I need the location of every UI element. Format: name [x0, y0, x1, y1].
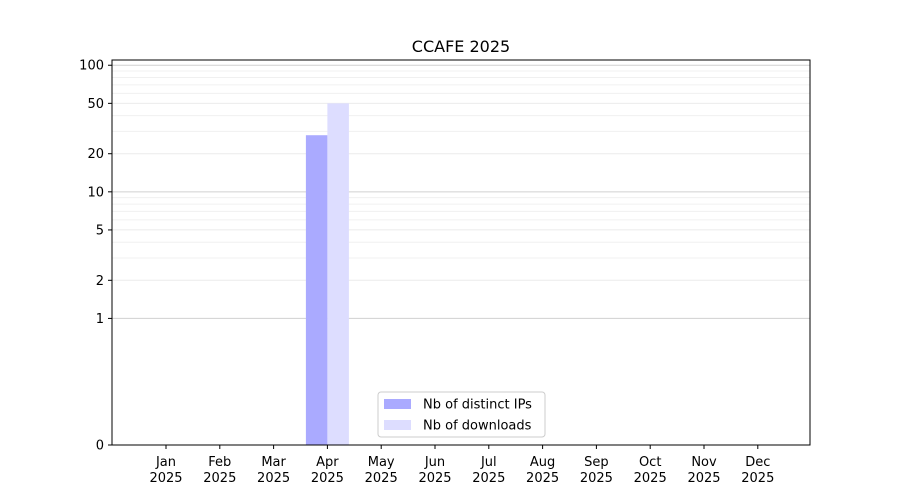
- x-tick-label-year: 2025: [203, 471, 236, 486]
- legend-box: [377, 391, 546, 438]
- x-tick-label-month: Jul: [480, 455, 497, 470]
- legend-swatch: [384, 399, 411, 409]
- x-tick-label-month: Sep: [584, 455, 609, 470]
- x-tick-label-month: Nov: [691, 455, 717, 470]
- legend-label: Nb of downloads: [423, 419, 532, 434]
- x-tick-label-month: Aug: [530, 455, 555, 470]
- x-tick-label-month: Feb: [208, 455, 231, 470]
- x-tick-label-month: Mar: [261, 455, 286, 470]
- x-tick-label-year: 2025: [526, 471, 559, 486]
- chart-title: CCAFE 2025: [412, 37, 510, 56]
- y-tick-label: 0: [96, 439, 104, 454]
- chart-grid: [112, 64, 810, 319]
- y-tick-label: 1: [96, 312, 104, 327]
- plot-area-frame: [111, 59, 811, 446]
- x-tick-label-year: 2025: [257, 471, 290, 486]
- x-tick-label-month: Oct: [639, 455, 661, 470]
- x-tick-label-year: 2025: [149, 471, 182, 486]
- chart-bars: [305, 103, 349, 445]
- x-tick-label-year: 2025: [741, 471, 774, 486]
- x-tick-label-month: May: [368, 455, 395, 470]
- x-tick-label-year: 2025: [580, 471, 613, 486]
- y-tick-label: 100: [79, 59, 104, 74]
- x-tick-label-month: Jan: [155, 455, 176, 470]
- x-tick-label-month: Dec: [745, 455, 770, 470]
- y-tick-label: 50: [87, 97, 104, 112]
- y-tick-label: 20: [87, 147, 104, 162]
- legend-swatch: [384, 420, 411, 430]
- y-tick-label: 2: [96, 274, 104, 289]
- y-tick-label: 5: [96, 223, 104, 238]
- x-axis: Jan2025Feb2025Mar2025Apr2025May2025Jun20…: [149, 445, 774, 486]
- x-tick-label-year: 2025: [687, 471, 720, 486]
- legend-label: Nb of distinct IPs: [423, 398, 532, 413]
- x-tick-label-year: 2025: [418, 471, 451, 486]
- chart-legend: Nb of distinct IPs Nb of downloads: [377, 391, 546, 438]
- y-tick-label: 10: [87, 185, 104, 200]
- y-axis: 0 1 2 5 10 20 50 100: [79, 59, 112, 454]
- x-tick-label-year: 2025: [472, 471, 505, 486]
- x-tick-label-year: 2025: [634, 471, 667, 486]
- x-tick-label-year: 2025: [311, 471, 344, 486]
- bar: [327, 103, 349, 445]
- x-tick-label-month: Jun: [424, 455, 445, 470]
- x-tick-label-month: Apr: [316, 455, 339, 470]
- bar: [305, 135, 328, 445]
- x-tick-label-year: 2025: [365, 471, 398, 486]
